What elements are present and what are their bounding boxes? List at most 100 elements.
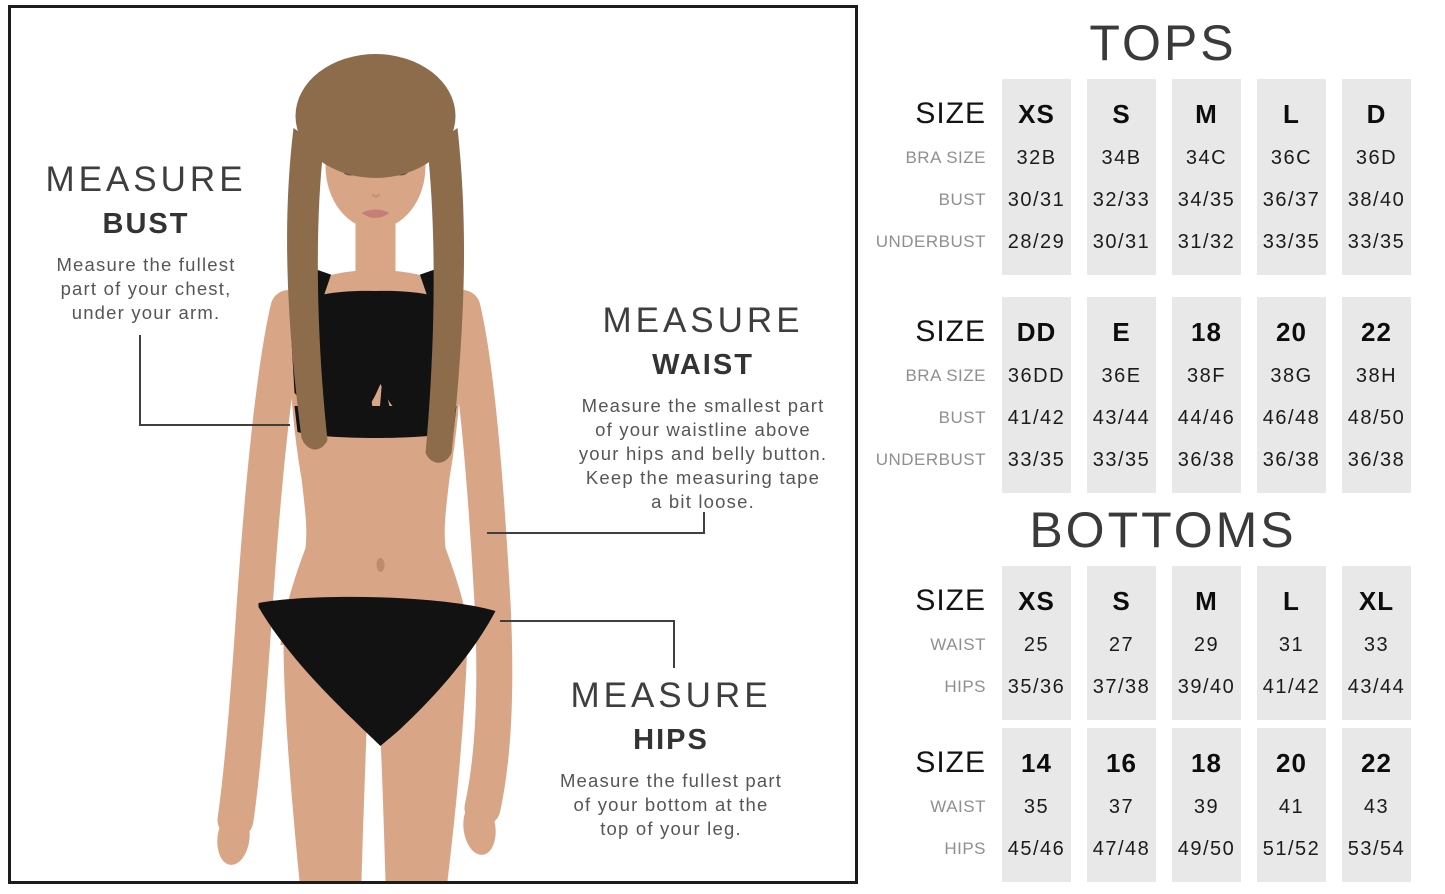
- row-label: HIPS: [944, 839, 986, 858]
- text-line: Measure the fullest: [56, 254, 236, 275]
- size-column-s: S 34B 32/33 30/31: [1087, 79, 1156, 275]
- size-header-cell: 22: [1361, 316, 1392, 347]
- size-header-cell: XL: [1358, 585, 1395, 616]
- size-header-cell: S: [1112, 98, 1131, 129]
- size-column-l: L 36C 36/37 33/35: [1257, 79, 1326, 275]
- table-label-column: SIZE WAIST HIPS: [888, 728, 986, 882]
- value-cell: 38H: [1355, 364, 1398, 387]
- measure-bust-block: MEASURE BUST Measure the fullest part of…: [31, 160, 261, 325]
- measure-hips-subtitle: HIPS: [633, 724, 709, 756]
- text-line: Measure the smallest part: [581, 395, 825, 416]
- measure-waist-description: Measure the smallest part of your waistl…: [541, 394, 865, 514]
- size-header-cell: L: [1283, 98, 1300, 129]
- row-label: BRA SIZE: [905, 148, 986, 167]
- size-column-e: E 36E 43/44 33/35: [1087, 297, 1156, 493]
- table-label-column: SIZE BRA SIZE BUST UNDERBUST: [875, 297, 986, 493]
- value-cell: 41/42: [1007, 406, 1066, 429]
- size-column-m: M 34C 34/35 31/32: [1172, 79, 1241, 275]
- size-header-cell: M: [1195, 98, 1218, 129]
- value-cell: 36E: [1101, 364, 1142, 387]
- tops-size-table-1: SIZE BRA SIZE BUST UNDERBUST XS 32B 30/31 28/29…: [876, 79, 1438, 275]
- measure-bust-description: Measure the fullest part of your chest, …: [31, 253, 261, 325]
- text-line: a bit loose.: [651, 491, 755, 512]
- row-label: WAIST: [930, 797, 986, 816]
- value-cell: 31: [1278, 633, 1305, 656]
- size-row-label: SIZE: [915, 746, 986, 779]
- value-cell: 35/36: [1007, 675, 1066, 698]
- text-line: your hips and belly button.: [578, 443, 828, 464]
- size-column-18: 18 39 49/50: [1172, 728, 1241, 882]
- size-column-s: S 27 37/38: [1087, 566, 1156, 720]
- size-column-20: 20 41 51/52: [1257, 728, 1326, 882]
- value-cell: 36/38: [1177, 448, 1236, 471]
- value-cell: 37/38: [1092, 675, 1151, 698]
- value-cell: 35: [1023, 795, 1050, 818]
- value-cell: 46/48: [1262, 406, 1321, 429]
- value-cell: 41/42: [1262, 675, 1321, 698]
- value-cell: 44/46: [1177, 406, 1236, 429]
- value-cell: 38G: [1270, 364, 1313, 387]
- value-cell: 36C: [1270, 146, 1313, 169]
- value-cell: 38F: [1187, 364, 1226, 387]
- text-line: part of your chest,: [60, 278, 232, 299]
- value-cell: 33: [1363, 633, 1390, 656]
- size-column-m: M 29 39/40: [1172, 566, 1241, 720]
- value-cell: 33/35: [1262, 230, 1321, 253]
- bottoms-size-table-2: SIZE WAIST HIPS 14 35 45/46 16 37 47/48 18 39 49/50…: [888, 728, 1438, 882]
- text-line: top of your leg.: [600, 818, 742, 839]
- value-cell: 34C: [1185, 146, 1228, 169]
- value-cell: 30/31: [1007, 188, 1066, 211]
- row-label: BRA SIZE: [905, 366, 986, 385]
- size-column-xs: XS 25 35/36: [1002, 566, 1071, 720]
- value-cell: 29: [1193, 633, 1220, 656]
- value-cell: 43/44: [1347, 675, 1406, 698]
- value-cell: 39: [1193, 795, 1220, 818]
- text-line: Keep the measuring tape: [585, 467, 821, 488]
- hips-connector-line: [500, 620, 675, 622]
- row-label: WAIST: [930, 635, 986, 654]
- value-cell: 25: [1023, 633, 1050, 656]
- value-cell: 36DD: [1007, 364, 1066, 387]
- value-cell: 36/38: [1262, 448, 1321, 471]
- size-column-22: 22 43 53/54: [1342, 728, 1411, 882]
- value-cell: 30/31: [1092, 230, 1151, 253]
- size-header-cell: 20: [1276, 747, 1307, 778]
- value-cell: 31/32: [1177, 230, 1236, 253]
- waist-connector-line: [703, 512, 705, 534]
- measure-waist-title: MEASURE: [602, 301, 804, 340]
- size-column-16: 16 37 47/48: [1087, 728, 1156, 882]
- row-label: BUST: [938, 408, 986, 427]
- size-column-xs: XS 32B 30/31 28/29: [1002, 79, 1071, 275]
- value-cell: 41: [1278, 795, 1305, 818]
- tops-section-title: TOPS: [1089, 15, 1237, 71]
- value-cell: 43/44: [1092, 406, 1151, 429]
- value-cell: 28/29: [1007, 230, 1066, 253]
- measure-hips-block: MEASURE HIPS Measure the fullest part of…: [511, 676, 831, 841]
- measure-bust-subtitle: BUST: [102, 208, 190, 240]
- row-label: UNDERBUST: [875, 450, 986, 469]
- value-cell: 36/38: [1347, 448, 1406, 471]
- bottoms-section-title: BOTTOMS: [1029, 502, 1297, 558]
- size-header-cell: XS: [1018, 585, 1055, 616]
- bust-connector-line: [139, 335, 141, 426]
- size-header-cell: 20: [1276, 316, 1307, 347]
- size-column-14: 14 35 45/46: [1002, 728, 1071, 882]
- measure-hips-title: MEASURE: [570, 676, 772, 715]
- text-line: of your bottom at the: [573, 794, 769, 815]
- value-cell: 51/52: [1262, 837, 1321, 860]
- waist-connector-line: [487, 532, 705, 534]
- text-line: Measure the fullest part: [559, 770, 783, 791]
- size-header-cell: 16: [1106, 747, 1137, 778]
- text-line: of your waistline above: [595, 419, 811, 440]
- size-header-cell: E: [1112, 316, 1131, 347]
- measure-bust-title: MEASURE: [45, 160, 247, 199]
- measure-hips-description: Measure the fullest part of your bottom …: [511, 769, 831, 841]
- row-label: BUST: [938, 190, 986, 209]
- value-cell: 38/40: [1347, 188, 1406, 211]
- value-cell: 45/46: [1007, 837, 1066, 860]
- model-photo-frame: MEASURE BUST Measure the fullest part of…: [8, 5, 858, 884]
- size-row-label: SIZE: [915, 97, 986, 130]
- value-cell: 33/35: [1347, 230, 1406, 253]
- bust-connector-line: [139, 424, 290, 426]
